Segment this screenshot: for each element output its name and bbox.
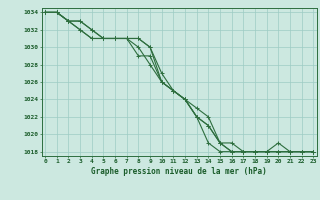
X-axis label: Graphe pression niveau de la mer (hPa): Graphe pression niveau de la mer (hPa) <box>91 167 267 176</box>
